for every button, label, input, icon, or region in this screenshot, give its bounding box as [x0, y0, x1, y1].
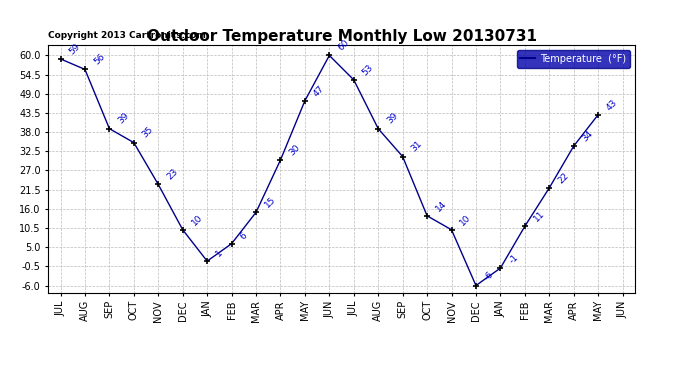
Text: 10: 10 [458, 213, 473, 227]
Text: 59: 59 [68, 42, 82, 56]
Text: 31: 31 [410, 139, 424, 154]
Legend: Temperature  (°F): Temperature (°F) [517, 50, 630, 68]
Text: 39: 39 [385, 111, 400, 126]
Text: 14: 14 [434, 199, 448, 213]
Text: 23: 23 [165, 167, 179, 182]
Text: 60: 60 [336, 38, 351, 53]
Text: 43: 43 [605, 98, 620, 112]
Text: 22: 22 [556, 171, 571, 185]
Text: 47: 47 [312, 84, 326, 98]
Text: 56: 56 [92, 52, 106, 67]
Text: 30: 30 [288, 143, 302, 157]
Text: -1: -1 [507, 253, 520, 266]
Text: 35: 35 [141, 125, 155, 140]
Text: -6: -6 [483, 270, 495, 283]
Text: 53: 53 [361, 63, 375, 77]
Text: Copyright 2013 Cartronics.com: Copyright 2013 Cartronics.com [48, 31, 206, 40]
Text: 39: 39 [117, 111, 131, 126]
Text: 11: 11 [532, 209, 546, 224]
Text: 10: 10 [190, 213, 204, 227]
Title: Outdoor Temperature Monthly Low 20130731: Outdoor Temperature Monthly Low 20130731 [146, 29, 537, 44]
Text: 15: 15 [263, 195, 277, 210]
Text: 34: 34 [581, 129, 595, 143]
Text: 1: 1 [214, 248, 224, 258]
Text: 6: 6 [239, 231, 249, 241]
